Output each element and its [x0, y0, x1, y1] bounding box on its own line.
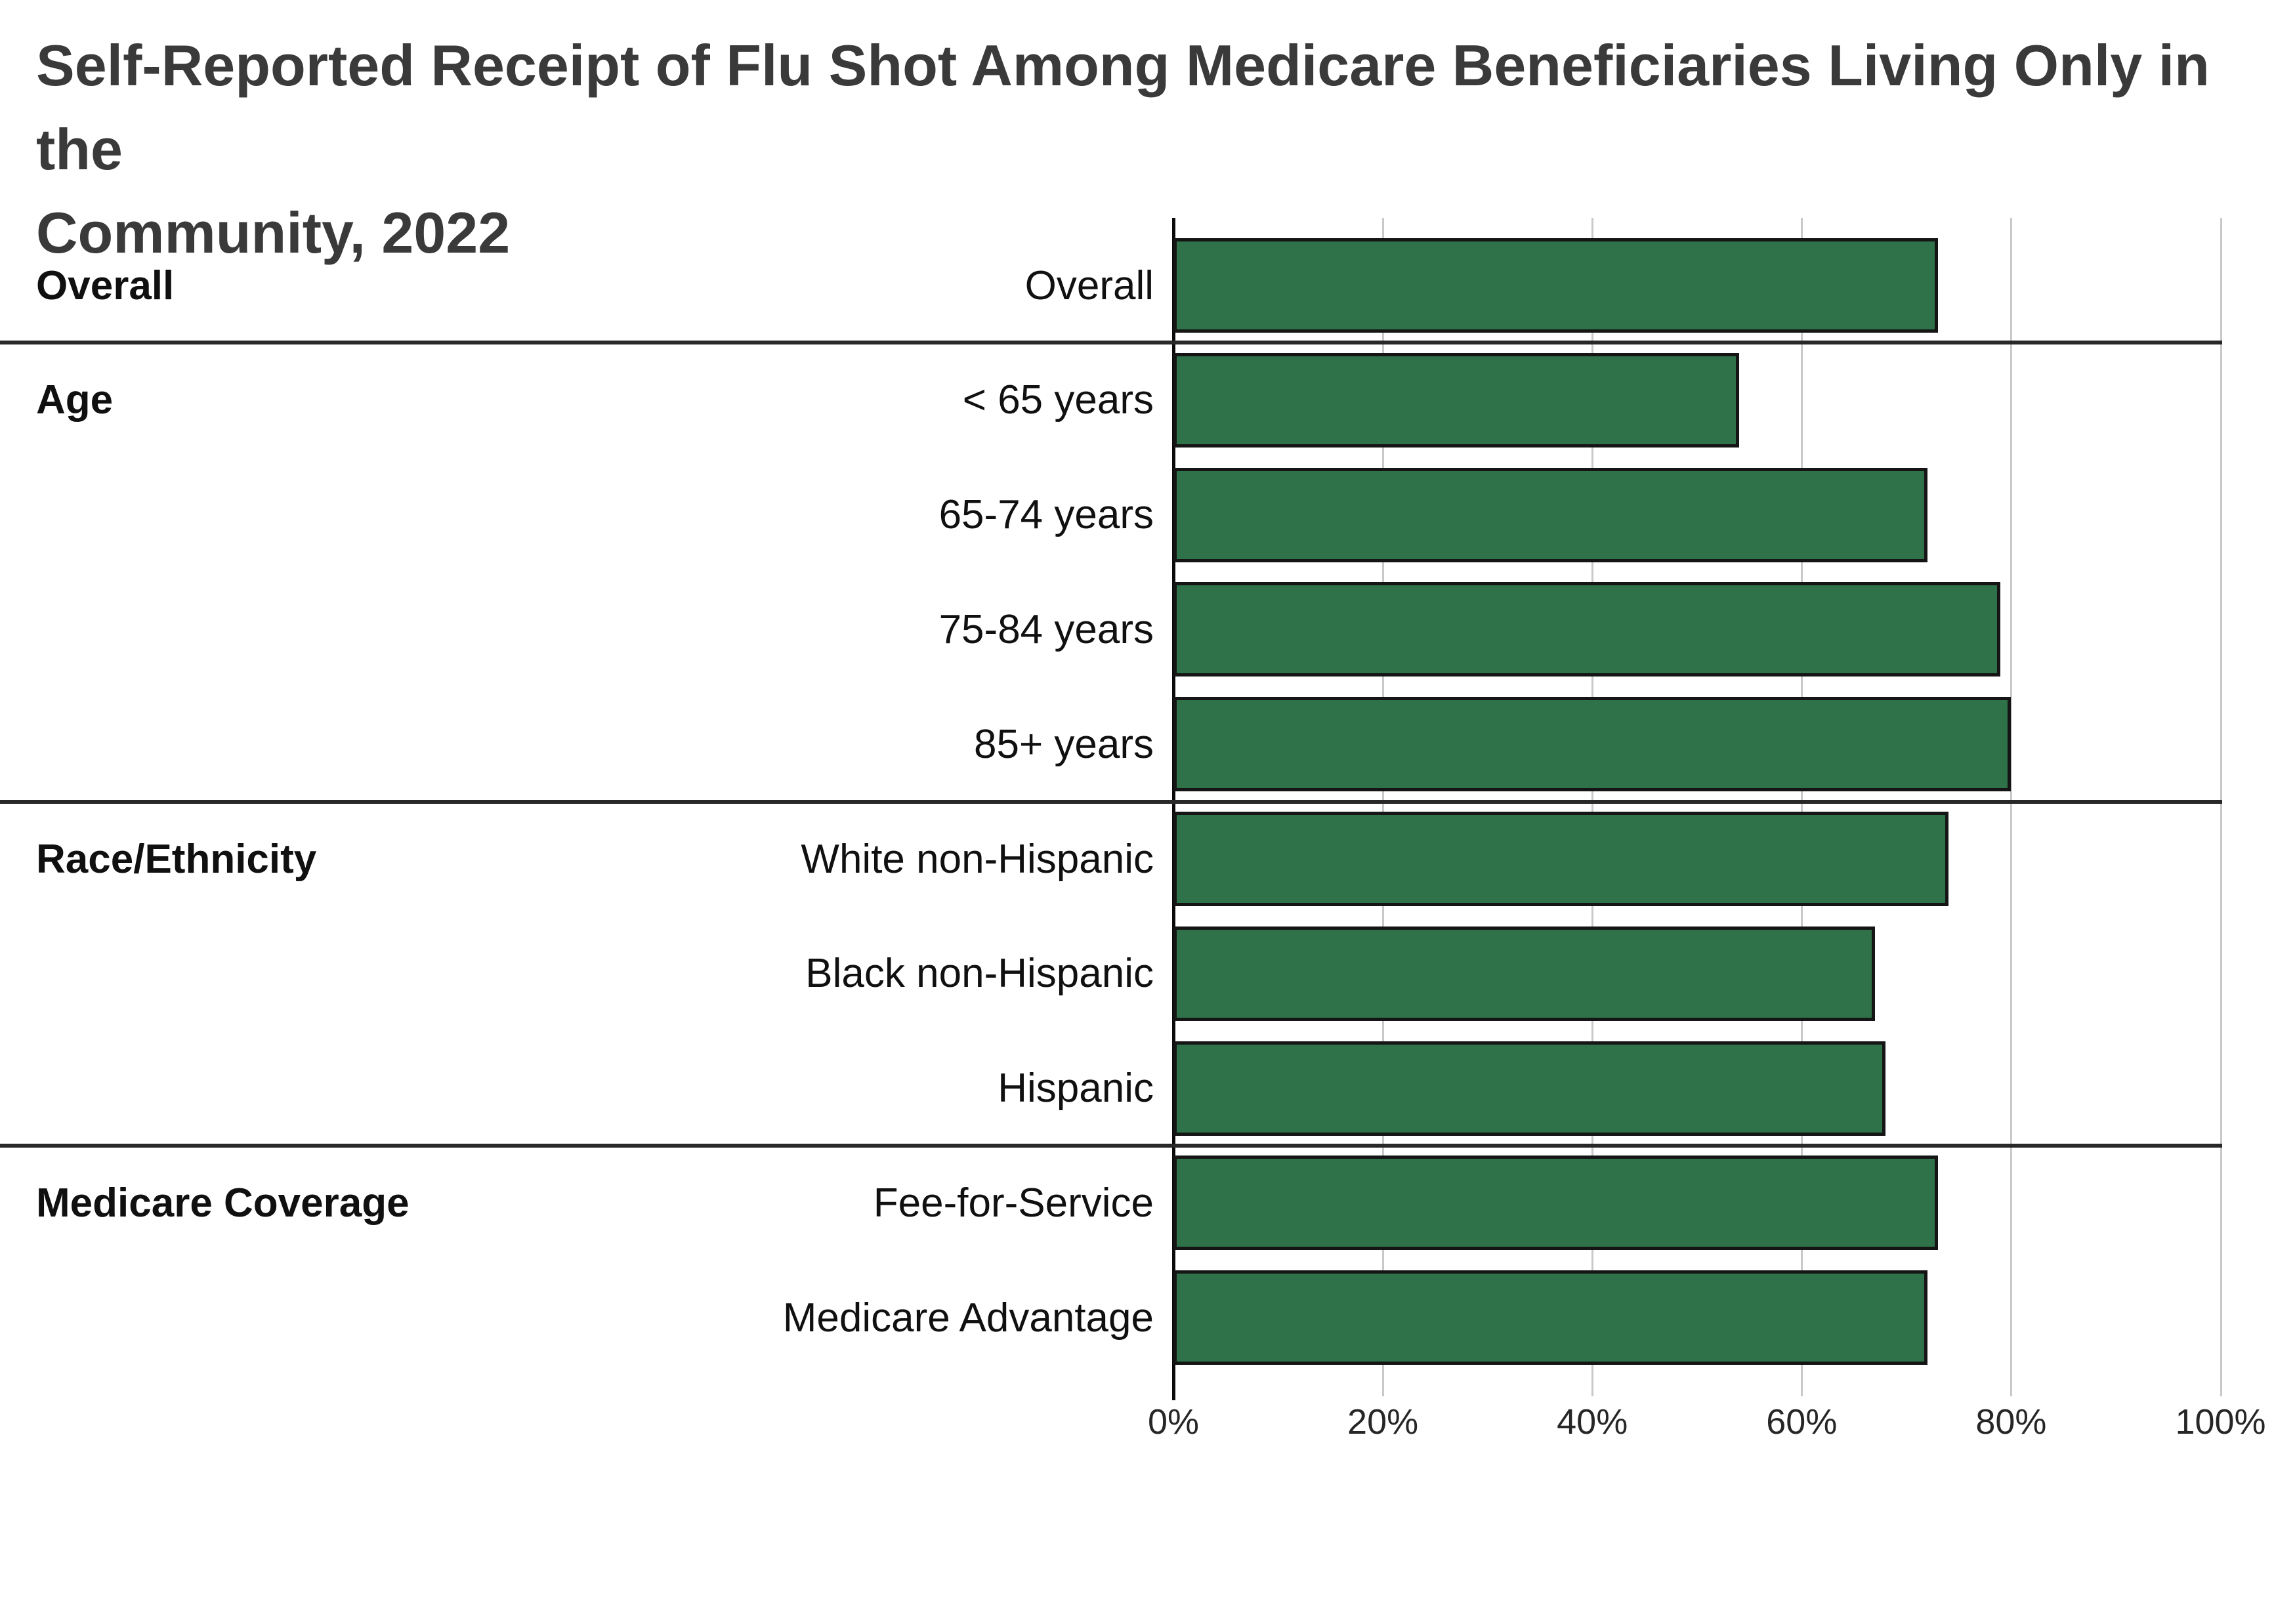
chart-title-line-1: Self-Reported Receipt of Flu Shot Among … — [36, 33, 2210, 182]
group-label: Overall — [36, 262, 175, 308]
category-label: Overall — [1024, 262, 1154, 308]
bar — [1173, 582, 2001, 677]
bar — [1173, 812, 1948, 906]
bar — [1173, 697, 2011, 792]
x-tick-label: 40% — [1557, 1402, 1628, 1442]
x-tick-label: 20% — [1347, 1402, 1419, 1442]
category-label: 85+ years — [973, 721, 1154, 767]
category-label: White non-Hispanic — [801, 836, 1154, 882]
bar — [1173, 1041, 1885, 1136]
bar — [1173, 352, 1739, 448]
bar — [1173, 1270, 1927, 1365]
bar — [1173, 238, 1938, 333]
category-label: 65-74 years — [938, 492, 1154, 538]
chart-title-line-2: Community, 2022 — [36, 200, 511, 266]
group-separator — [0, 799, 2222, 804]
category-label: Medicare Advantage — [782, 1295, 1154, 1341]
chart-title: Self-Reported Receipt of Flu Shot Among … — [36, 24, 2241, 275]
category-label: < 65 years — [962, 377, 1154, 423]
category-label: Black non-Hispanic — [805, 951, 1154, 997]
gridline-80 — [2010, 218, 2013, 1396]
group-label: Race/Ethnicity — [36, 836, 317, 882]
x-tick-label: 80% — [1975, 1402, 2047, 1442]
gridline-40 — [1591, 218, 1594, 1396]
x-tick-label: 60% — [1766, 1402, 1838, 1442]
gridline-20 — [1382, 218, 1385, 1396]
x-tick-label: 100% — [2175, 1402, 2266, 1442]
gridline-60 — [1801, 218, 1803, 1396]
bar — [1173, 1156, 1938, 1251]
bar — [1173, 926, 1875, 1021]
x-tick-label: 0% — [1147, 1402, 1200, 1442]
x-axis-line — [1172, 218, 1175, 1400]
group-label: Age — [36, 377, 114, 423]
category-label: Fee-for-Service — [873, 1180, 1154, 1226]
group-label: Medicare Coverage — [36, 1180, 410, 1226]
gridline-100 — [2220, 218, 2222, 1396]
group-separator — [0, 1144, 2222, 1148]
category-label: 75-84 years — [938, 606, 1154, 652]
category-label: Hispanic — [998, 1066, 1154, 1112]
bar — [1173, 467, 1927, 562]
group-separator — [0, 341, 2222, 345]
